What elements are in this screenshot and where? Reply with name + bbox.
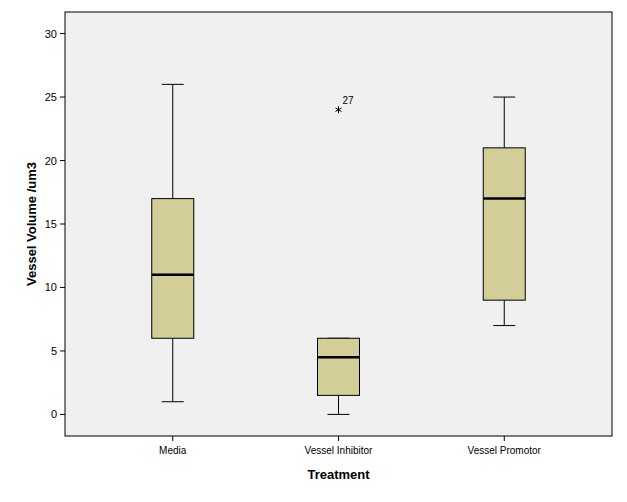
median: [152, 274, 194, 277]
x-tick: [172, 436, 173, 441]
y-tick-label: 0: [51, 408, 57, 420]
x-axis-label: Treatment: [307, 467, 370, 482]
y-tick: [60, 224, 65, 225]
x-tick-label: Vessel Inhibitor: [305, 445, 373, 456]
whisker-lower: [504, 300, 505, 325]
whisker-cap-max: [162, 84, 184, 85]
whisker-lower: [338, 395, 339, 414]
x-tick: [338, 436, 339, 441]
y-tick-label: 5: [51, 345, 57, 357]
x-tick-label: Media: [159, 445, 187, 456]
outlier: [335, 106, 341, 113]
x-tick-label: Vessel Promotor: [468, 445, 542, 456]
x-tick: [504, 436, 505, 441]
plot-background: [65, 12, 612, 436]
box: [483, 148, 525, 300]
plot-frame: [65, 12, 612, 436]
whisker-cap-min: [328, 414, 350, 415]
median: [483, 197, 525, 200]
box: [152, 199, 194, 339]
outlier-label: 27: [343, 95, 355, 106]
y-tick: [60, 350, 65, 351]
chart-svg: 0 5 10 15 20 25 30 Media Vessel Inhibitor Vessel …: [0, 0, 627, 502]
labels: 27: [343, 95, 355, 106]
y-tick: [60, 97, 65, 98]
median: [318, 356, 360, 359]
y-tick-label: 30: [45, 28, 57, 40]
y-tick: [60, 287, 65, 288]
y-tick: [60, 414, 65, 415]
whisker-cap-min: [162, 401, 184, 402]
whisker-lower: [172, 338, 173, 401]
box: [318, 338, 360, 395]
y-tick-label: 10: [45, 281, 57, 293]
y-tick-label: 20: [45, 155, 57, 167]
marks: [152, 84, 526, 414]
whisker-upper: [504, 97, 505, 148]
whisker-upper: [172, 84, 173, 198]
y-tick: [60, 33, 65, 34]
whisker-cap-max: [493, 97, 515, 98]
y-axis-label: Vessel Volume /um3: [24, 162, 39, 286]
y-tick: [60, 160, 65, 161]
y-tick-label: 15: [45, 218, 57, 230]
whisker-cap-min: [493, 325, 515, 326]
y-tick-label: 25: [45, 91, 57, 103]
chart-root: 0 5 10 15 20 25 30 Media Vessel Inhibitor Vessel …: [0, 0, 627, 502]
